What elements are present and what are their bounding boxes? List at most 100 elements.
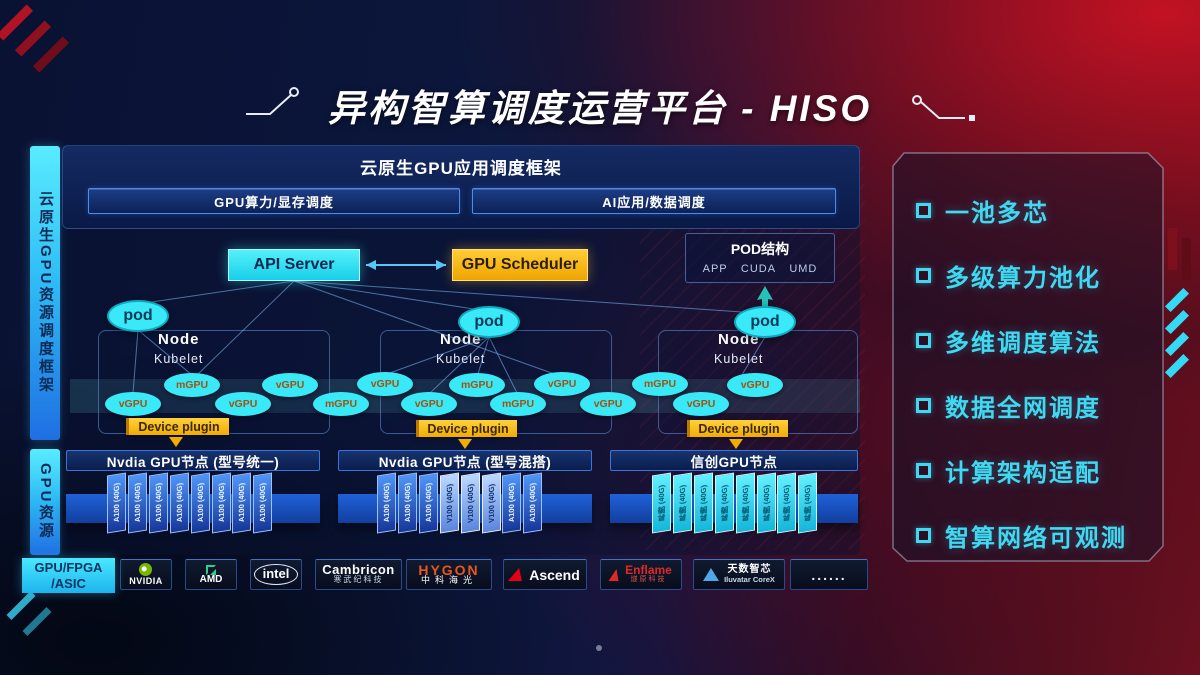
gpu-card: 昇腾 (40G) [672, 472, 692, 534]
vendor-category-box: GPU/FPGA /ASIC [22, 558, 115, 593]
gpu-card-label: A100 (40G) [153, 482, 163, 524]
ellipsis-label: ...... [811, 566, 847, 583]
gpu-card-label: 昇腾 (40G) [761, 484, 771, 522]
iluvatar-sub-label: Iluvatar CoreX [724, 574, 775, 584]
feature-item: 多维调度算法 [916, 323, 1101, 358]
page-indicator-dot [596, 645, 602, 651]
gpu-unit-ellipse: vGPU [534, 372, 590, 396]
corner-stripe-icon [6, 591, 36, 620]
gpu-card-band [610, 494, 858, 523]
gpu-card-label: A100 (40G) [174, 482, 184, 524]
device-plugin-arrow-icon [458, 439, 472, 449]
gpu-unit-ellipse: mGPU [632, 372, 688, 396]
gpu-unit-ellipse: vGPU [215, 392, 271, 416]
hygon-label: HYGON [418, 561, 480, 578]
corner-stripe-icon [22, 607, 52, 636]
gpu-scheduler-box: GPU Scheduler [452, 249, 588, 281]
gpu-unit-ellipse: vGPU [401, 392, 457, 416]
framework-title: 云原生GPU应用调度框架 [360, 159, 562, 178]
feature-bullet-icon [916, 528, 931, 543]
gpu-unit-ellipse: vGPU [727, 373, 783, 397]
feature-label: 多维调度算法 [945, 330, 1101, 357]
feature-item: 数据全网调度 [916, 388, 1101, 423]
cambricon-sub-label: 寒武纪科技 [333, 574, 384, 584]
gpu-card: 昇腾 (40G) [756, 472, 776, 534]
gpu-unit-ellipse: vGPU [673, 392, 729, 416]
cambricon-label: Cambricon [322, 561, 395, 577]
vendor-tile-iluvatar: 天数智芯 Iluvatar CoreX [693, 559, 785, 590]
pod-ellipse: pod [458, 306, 520, 338]
device-plugin-box: Device plugin [126, 418, 229, 435]
rail-cloud-native-label: 云原生GPU资源调度框架 [37, 191, 54, 395]
nvidia-label: NVIDIA [129, 576, 163, 586]
device-plugin-box: Device plugin [687, 420, 788, 437]
gpu-card: A100 (40G) [169, 472, 189, 534]
gpu-card: A100 (40G) [418, 472, 438, 534]
gpu-card-label: A100 (40G) [382, 482, 391, 524]
gpu-card: 昇腾 (40G) [798, 472, 818, 534]
ascend-mark-icon [508, 568, 527, 581]
device-plugin-box: Device plugin [416, 420, 517, 437]
feature-label: 智算网络可观测 [945, 525, 1127, 552]
gpu-card: 昇腾 (40G) [652, 472, 671, 534]
gpu-card-label: A100 (40G) [112, 482, 121, 524]
gpu-card-label: V100 (40G) [444, 482, 454, 524]
amd-mark-icon [206, 564, 216, 575]
kubelet-label: Kubelet [154, 352, 204, 366]
vendor-tile-hygon: HYGON 中科海光 [406, 559, 492, 590]
ascend-label: Ascend [529, 566, 580, 583]
feature-label: 数据全网调度 [945, 395, 1101, 422]
kubelet-label: Kubelet [436, 352, 486, 366]
feature-bullet-icon [916, 333, 931, 348]
gpu-unit-ellipse: vGPU [105, 392, 161, 416]
intel-logo: intel [253, 564, 299, 585]
pod-struct-box: POD结构 APP CUDA UMD [685, 233, 835, 283]
gpu-card-label: 昇腾 (40G) [698, 484, 708, 522]
gpu-unit-ellipse: vGPU [580, 392, 636, 416]
enflame-text: Enflame 燧原科技 [625, 564, 672, 585]
gpu-card-label: V100 (40G) [465, 482, 475, 524]
gpu-unit-ellipse: mGPU [313, 392, 369, 416]
rail-gpu-resource-label: GPU资源 [37, 463, 54, 541]
pod-struct-item: CUDA [740, 263, 777, 275]
edge-red-bar-icon [1182, 238, 1191, 280]
iluvatar-triangle-icon [703, 568, 720, 581]
amd-label: AMD [199, 573, 223, 585]
gpu-card-label: 昇腾 (40G) [677, 484, 687, 522]
cambricon-logo: Cambricon 寒武纪科技 [322, 561, 395, 585]
hygon-logo: HYGON 中科海光 [418, 561, 480, 585]
gpu-card: A100 (40G) [397, 472, 417, 534]
gpu-card-label: 昇腾 (40G) [740, 484, 750, 522]
gpu-card: A100 (40G) [377, 472, 396, 534]
gpu-card-label: A100 (40G) [195, 482, 205, 524]
nvidia-eye-icon [139, 563, 153, 576]
gpu-card: 昇腾 (40G) [693, 472, 713, 534]
pod-ellipse: pod [107, 300, 169, 332]
feature-label: 计算架构适配 [945, 460, 1101, 487]
gpu-card: A100 (40G) [190, 472, 210, 534]
vendor-tile-ascend: Ascend [503, 559, 587, 590]
gpu-card-label: 昇腾 (40G) [803, 484, 813, 522]
gpu-card: A100 (40G) [232, 472, 252, 534]
edge-red-bar-icon [1168, 228, 1177, 270]
feature-label: 多级算力池化 [945, 265, 1101, 292]
gpu-unit-ellipse: vGPU [262, 373, 318, 397]
framework-bar-compute: GPU算力/显存调度 [88, 188, 460, 214]
feature-bullet-icon [916, 203, 931, 218]
gpu-card-label: A100 (40G) [507, 482, 517, 524]
feature-bullet-icon [916, 463, 931, 478]
title-decor-icon [912, 95, 975, 121]
enflame-flame-icon [608, 568, 622, 581]
gpu-card: A100 (40G) [523, 472, 543, 534]
gpu-card: V100 (40G) [460, 472, 480, 534]
feature-label: 一池多芯 [945, 200, 1049, 227]
device-plugin-arrow-icon [729, 439, 743, 449]
gpu-card: A100 (40G) [148, 472, 168, 534]
gpu-card-label: A100 (40G) [402, 482, 412, 524]
feature-item: 智算网络可观测 [916, 518, 1127, 553]
iluvatar-label: 天数智芯 [727, 563, 772, 575]
gpu-card-label: A100 (40G) [132, 482, 142, 524]
api-server-box: API Server [228, 249, 360, 281]
amd-logo: AMD [199, 564, 223, 585]
